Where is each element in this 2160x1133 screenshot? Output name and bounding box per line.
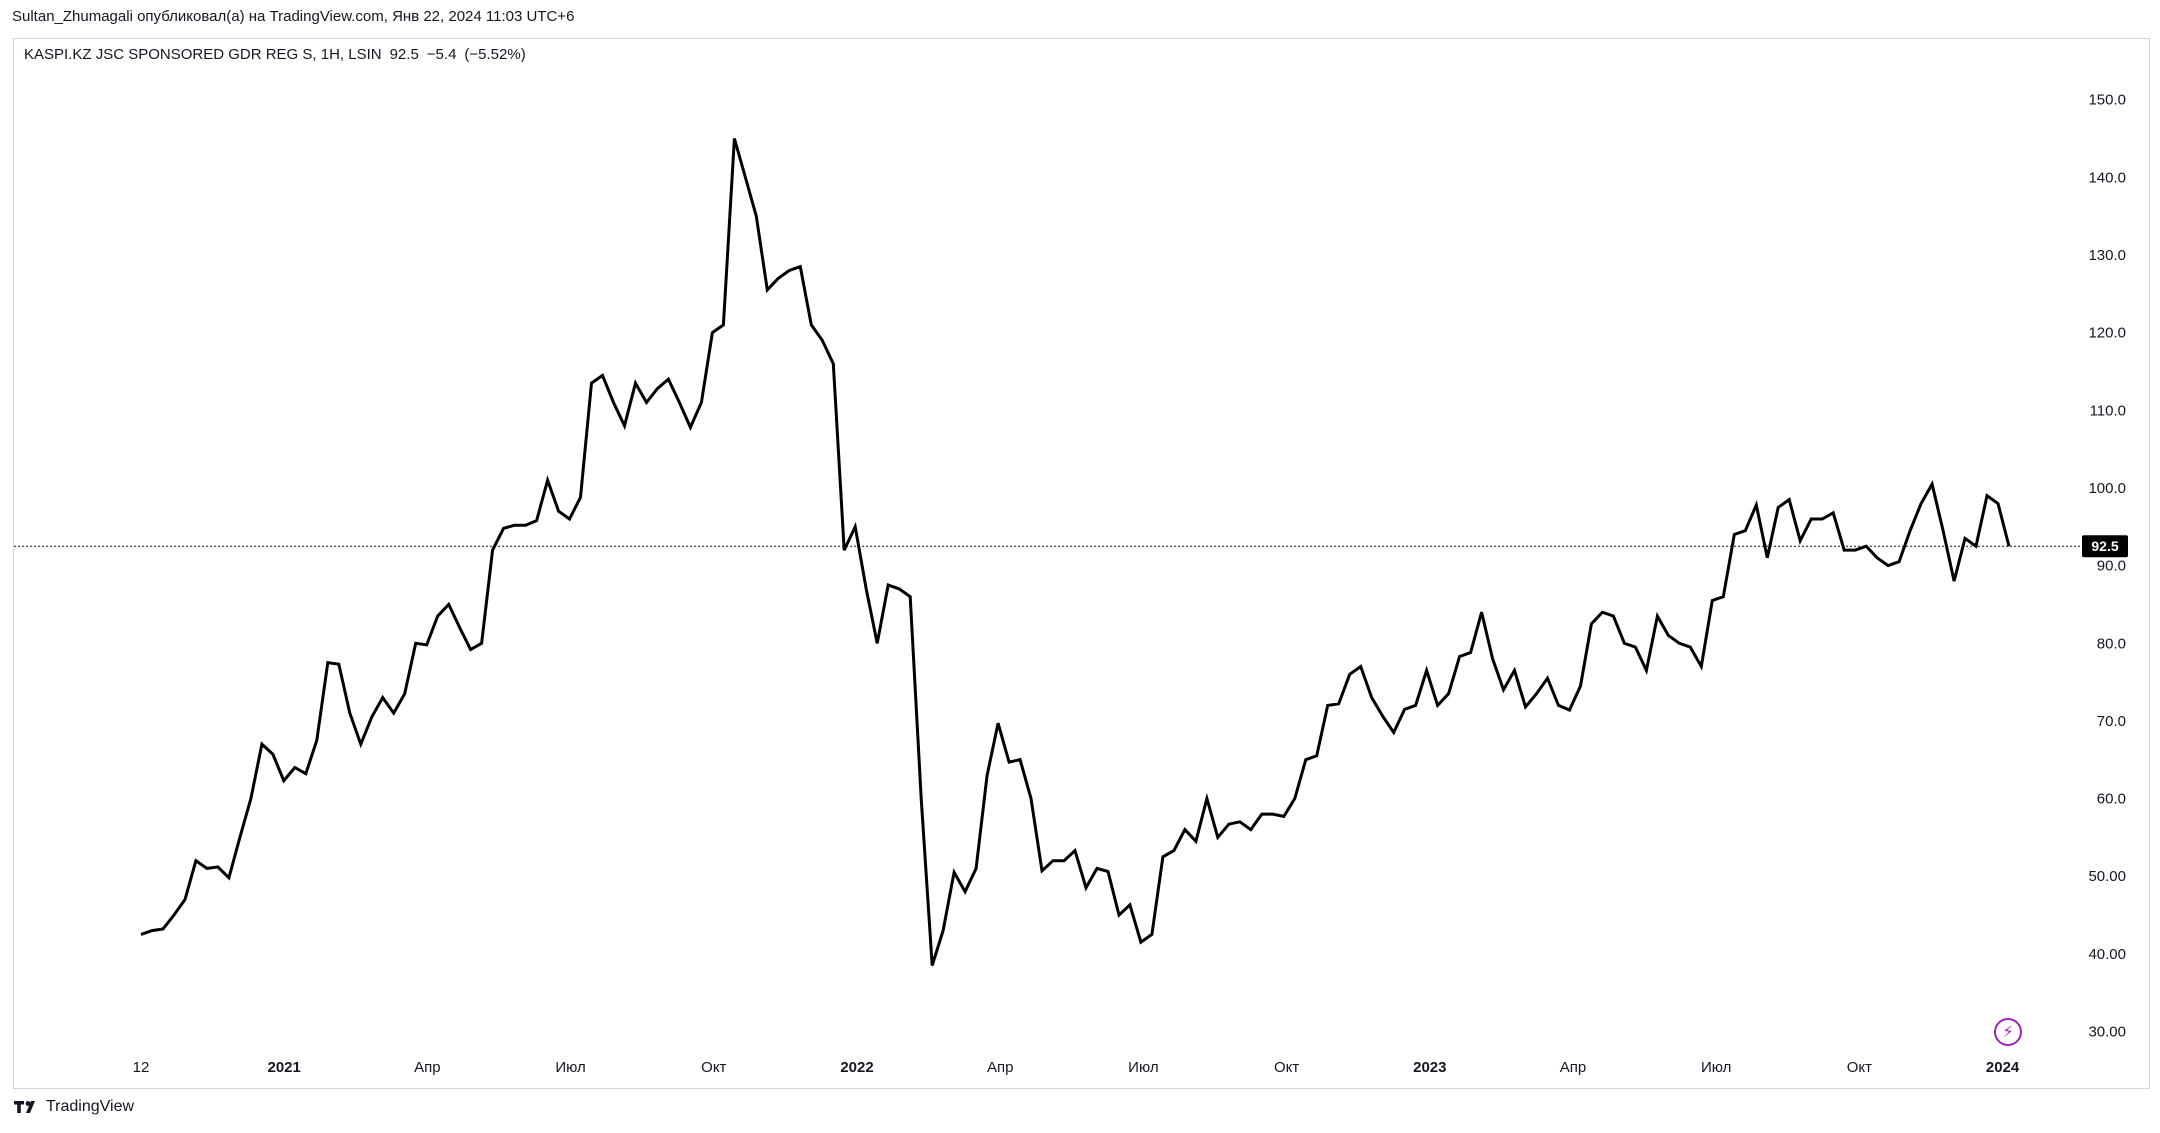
x-tick-label: Июл bbox=[1701, 1059, 1731, 1076]
x-tick-label: Апр bbox=[414, 1059, 440, 1076]
x-tick-label: 2021 bbox=[268, 1059, 301, 1076]
chart-legend: KASPI.KZ JSC SPONSORED GDR REG S, 1H, LS… bbox=[24, 46, 526, 63]
y-tick-label: 60.0 bbox=[2097, 791, 2126, 808]
y-tick-label: 40.00 bbox=[2088, 946, 2126, 963]
x-axis[interactable]: 12 2021 Апр Июл Окт 2022 Апр Июл Окт 2023 Апр Июл Ок… bbox=[133, 1059, 2020, 1076]
y-tick-label: 90.0 bbox=[2097, 558, 2126, 575]
x-tick-label: 12 bbox=[133, 1059, 150, 1076]
chart-frame[interactable] bbox=[13, 38, 2150, 1089]
x-tick-label: Апр bbox=[987, 1059, 1013, 1076]
y-tick-label: 140.0 bbox=[2088, 169, 2126, 186]
footer-brand-label: TradingView bbox=[46, 1098, 135, 1115]
y-tick-label: 110.0 bbox=[2090, 402, 2126, 419]
y-tick-label: 50.00 bbox=[2088, 868, 2126, 885]
x-tick-label: 2023 bbox=[1413, 1059, 1446, 1076]
last-price-tag-label: 92.5 bbox=[2091, 538, 2118, 554]
legend-change: −5.4 bbox=[426, 46, 457, 63]
tradingview-logo-icon bbox=[14, 1101, 35, 1113]
footer-brand[interactable]: TradingView bbox=[14, 1098, 134, 1116]
x-tick-label: Окт bbox=[1847, 1059, 1872, 1076]
y-tick-label: 70.0 bbox=[2097, 713, 2126, 730]
x-tick-label: Апр bbox=[1560, 1059, 1586, 1076]
y-tick-label: 100.0 bbox=[2088, 480, 2126, 497]
x-tick-label: Июл bbox=[555, 1059, 585, 1076]
x-tick-label: Июл bbox=[1128, 1059, 1158, 1076]
lightning-icon[interactable]: ⚡ bbox=[1994, 1018, 2022, 1046]
y-tick-label: 150.0 bbox=[2088, 92, 2126, 109]
y-tick-label: 30.00 bbox=[2088, 1024, 2126, 1041]
legend-symbol[interactable]: KASPI.KZ JSC SPONSORED GDR REG S, 1H, LS… bbox=[24, 46, 382, 63]
legend-change-pct: (−5.52%) bbox=[464, 46, 526, 63]
y-axis[interactable]: 30.00 40.00 50.00 60.0 70.0 80.0 90.0 100.0 110.… bbox=[2088, 92, 2126, 1041]
y-tick-label: 130.0 bbox=[2088, 247, 2126, 264]
publisher-line: Sultan_Zhumagali опубликовал(а) на Tradi… bbox=[12, 8, 575, 25]
legend-last-price: 92.5 bbox=[389, 46, 419, 63]
y-tick-label: 80.0 bbox=[2097, 635, 2126, 652]
x-tick-label: Окт bbox=[701, 1059, 726, 1076]
x-tick-label: 2024 bbox=[1986, 1059, 2020, 1076]
price-series-line bbox=[140, 138, 2011, 966]
y-tick-label: 120.0 bbox=[2088, 325, 2126, 342]
x-tick-label: 2022 bbox=[840, 1059, 873, 1076]
x-tick-label: Окт bbox=[1274, 1059, 1299, 1076]
last-price-tag: 92.5 bbox=[2082, 535, 2128, 558]
